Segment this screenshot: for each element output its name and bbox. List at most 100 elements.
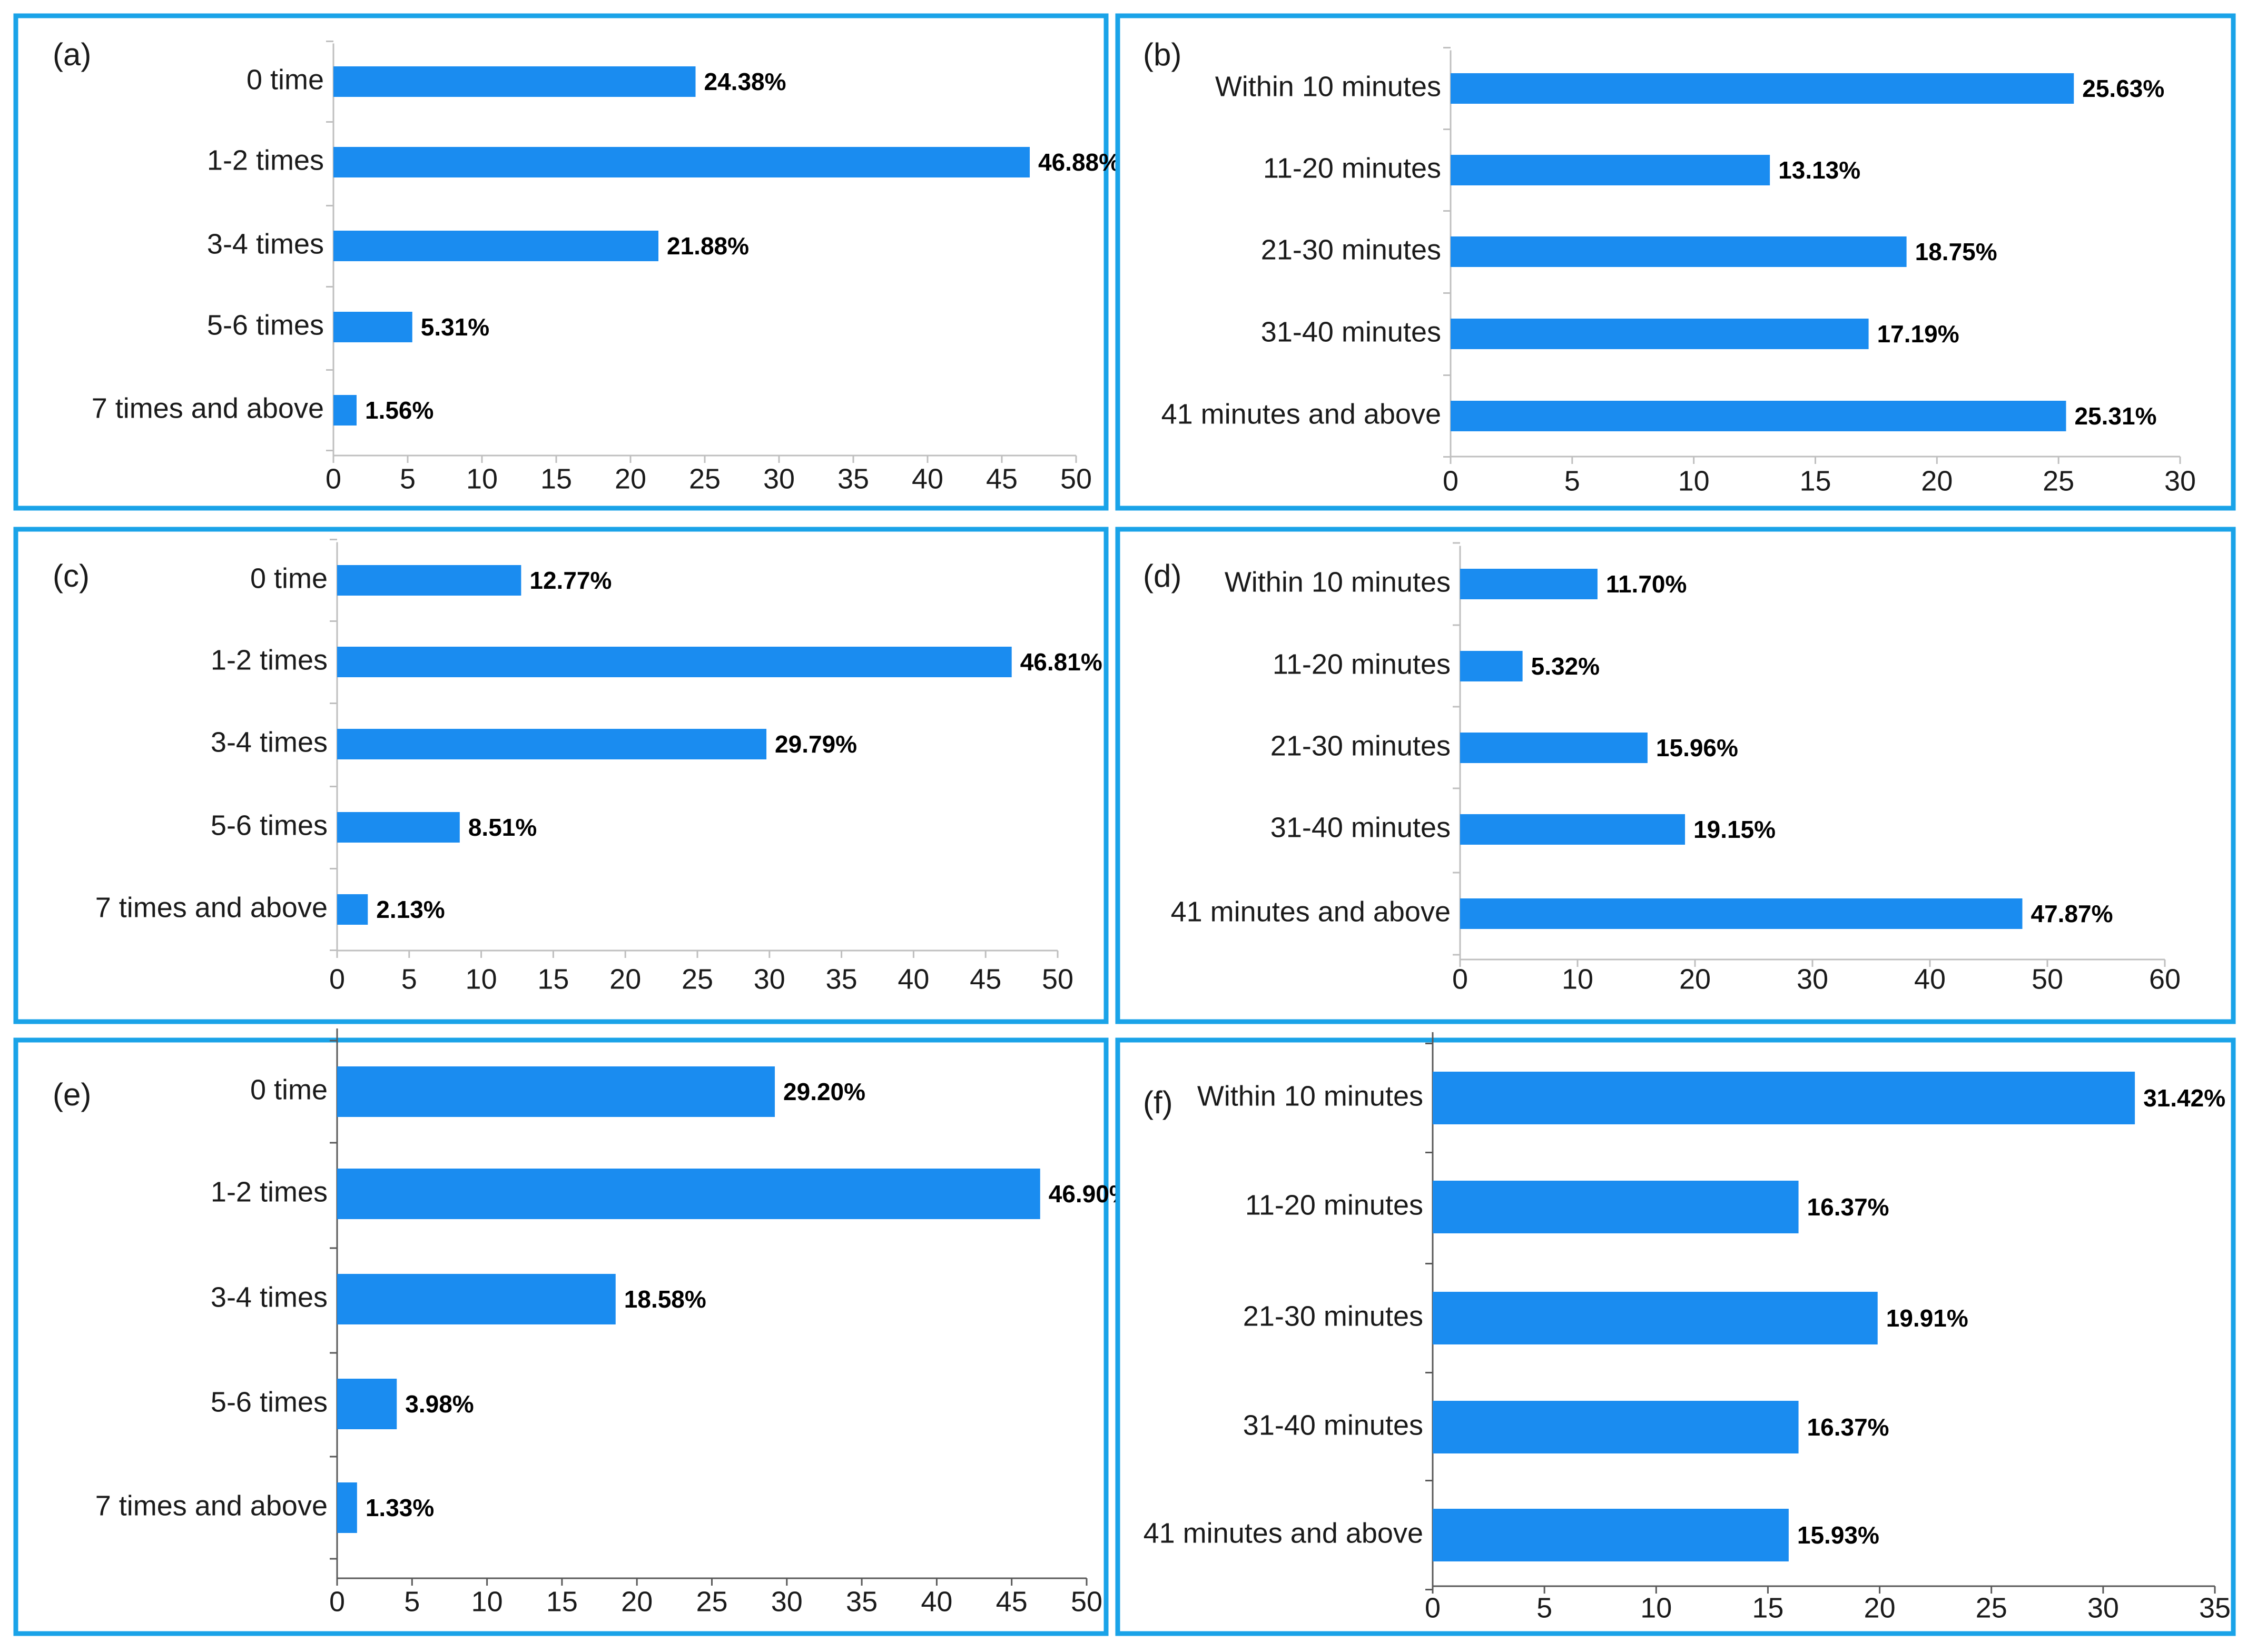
x-tick-label: 15 bbox=[540, 463, 572, 494]
x-tick-label: 10 bbox=[1562, 963, 1593, 995]
category-label: 1-2 times bbox=[207, 144, 324, 176]
bar bbox=[337, 1274, 616, 1324]
value-label: 29.20% bbox=[783, 1078, 865, 1105]
x-tick-label: 25 bbox=[2043, 465, 2074, 497]
x-tick-label: 35 bbox=[846, 1586, 878, 1617]
x-tick-label: 50 bbox=[1060, 463, 1092, 494]
bar bbox=[1451, 401, 2066, 431]
x-tick-label: 20 bbox=[621, 1586, 653, 1617]
bar bbox=[1460, 651, 1523, 681]
x-tick-label: 35 bbox=[837, 463, 869, 494]
category-label: 31-40 minutes bbox=[1243, 1409, 1423, 1441]
bar bbox=[1433, 1072, 2135, 1124]
x-tick-label: 35 bbox=[2199, 1592, 2231, 1624]
panel-frame bbox=[13, 1037, 1109, 1636]
value-label: 13.13% bbox=[1778, 156, 1860, 184]
value-label: 47.87% bbox=[2031, 900, 2113, 927]
category-label: 41 minutes and above bbox=[1144, 1517, 1423, 1549]
value-label: 3.98% bbox=[405, 1390, 474, 1418]
x-tick-label: 30 bbox=[763, 463, 795, 494]
chart-panel-c: (c) 0 5 10 15 20 25 30 35 40 45 50 0 time 12.77% 1-2 t… bbox=[13, 527, 1109, 1024]
value-label: 46.81% bbox=[1020, 648, 1102, 676]
value-label: 21.88% bbox=[667, 232, 749, 260]
category-label: 7 times and above bbox=[95, 1490, 328, 1521]
value-label: 17.19% bbox=[1877, 320, 1959, 348]
bar bbox=[337, 894, 368, 925]
bar bbox=[1451, 319, 1869, 349]
panel-letter: (a) bbox=[53, 37, 91, 72]
x-tick-label: 15 bbox=[1752, 1592, 1783, 1624]
x-tick-label: 20 bbox=[1921, 465, 1953, 497]
x-tick-label: 15 bbox=[537, 963, 569, 995]
value-label: 15.93% bbox=[1797, 1521, 1879, 1549]
x-tick-label: 20 bbox=[1864, 1592, 1896, 1624]
value-label: 5.32% bbox=[1531, 652, 1600, 680]
category-label: 31-40 minutes bbox=[1261, 316, 1441, 348]
value-label: 46.88% bbox=[1038, 149, 1120, 176]
category-label: 0 time bbox=[250, 1074, 328, 1105]
category-label: 3-4 times bbox=[207, 228, 324, 260]
bar bbox=[333, 395, 357, 426]
x-tick-label: 10 bbox=[1640, 1592, 1672, 1624]
bar bbox=[337, 1066, 775, 1117]
x-tick-label: 25 bbox=[696, 1586, 727, 1617]
value-label: 29.79% bbox=[775, 730, 857, 758]
chart-panel-d: (d) 0 10 20 30 40 50 60 Within 10 minutes 11.70% 1… bbox=[1115, 527, 2236, 1024]
category-label: 3-4 times bbox=[211, 1281, 328, 1313]
bar bbox=[1433, 1509, 1789, 1561]
x-tick-label: 0 bbox=[1425, 1592, 1441, 1624]
category-label: 41 minutes and above bbox=[1171, 896, 1451, 927]
value-label: 18.75% bbox=[1915, 238, 1997, 265]
x-tick-label: 20 bbox=[1679, 963, 1711, 995]
category-label: 11-20 minutes bbox=[1263, 152, 1441, 184]
value-label: 15.96% bbox=[1656, 734, 1738, 761]
x-tick-label: 10 bbox=[466, 963, 497, 995]
x-tick-label: 35 bbox=[826, 963, 858, 995]
chart-panel-e: (e) 0 5 10 15 20 25 30 35 40 45 50 0 time 29.20% 1-2 t… bbox=[13, 1028, 1131, 1636]
panel-letter: (c) bbox=[53, 558, 90, 593]
category-label: 3-4 times bbox=[211, 726, 328, 758]
category-label: 21-30 minutes bbox=[1270, 730, 1451, 761]
category-label: 7 times and above bbox=[95, 892, 328, 923]
bar bbox=[333, 231, 659, 261]
bar bbox=[337, 1482, 357, 1533]
category-label: 11-20 minutes bbox=[1245, 1189, 1423, 1221]
x-tick-label: 45 bbox=[970, 963, 1001, 995]
value-label: 16.37% bbox=[1807, 1193, 1889, 1221]
bar bbox=[1460, 733, 1648, 763]
panel-frame bbox=[13, 527, 1109, 1024]
x-tick-label: 5 bbox=[404, 1586, 420, 1617]
x-tick-label: 30 bbox=[2164, 465, 2196, 497]
category-label: 21-30 minutes bbox=[1243, 1300, 1423, 1332]
x-tick-label: 5 bbox=[401, 963, 417, 995]
bar bbox=[333, 312, 412, 342]
value-label: 25.63% bbox=[2082, 75, 2164, 102]
bar bbox=[1460, 898, 2023, 929]
category-label: Within 10 minutes bbox=[1215, 71, 1441, 102]
x-tick-label: 25 bbox=[1976, 1592, 2007, 1624]
value-label: 31.42% bbox=[2143, 1084, 2225, 1112]
bar bbox=[337, 729, 767, 759]
x-tick-label: 10 bbox=[1678, 465, 1710, 497]
bar bbox=[1460, 569, 1598, 599]
bar bbox=[1433, 1292, 1878, 1344]
x-tick-label: 0 bbox=[1443, 465, 1458, 497]
x-tick-label: 40 bbox=[898, 963, 929, 995]
panel-letter: (e) bbox=[53, 1077, 91, 1112]
x-tick-label: 0 bbox=[329, 1586, 345, 1617]
x-tick-label: 10 bbox=[466, 463, 498, 494]
x-tick-label: 50 bbox=[1071, 1586, 1102, 1617]
x-tick-label: 50 bbox=[1042, 963, 1073, 995]
x-tick-label: 45 bbox=[996, 1586, 1028, 1617]
x-tick-label: 25 bbox=[689, 463, 721, 494]
bar bbox=[1451, 236, 1907, 267]
x-tick-label: 5 bbox=[400, 463, 416, 494]
bar bbox=[1460, 814, 1686, 845]
value-label: 19.91% bbox=[1886, 1304, 1968, 1332]
x-tick-label: 30 bbox=[2087, 1592, 2119, 1624]
x-tick-label: 60 bbox=[2149, 963, 2181, 995]
category-label: 1-2 times bbox=[211, 644, 328, 676]
value-label: 18.58% bbox=[624, 1285, 706, 1313]
x-tick-label: 5 bbox=[1536, 1592, 1552, 1624]
